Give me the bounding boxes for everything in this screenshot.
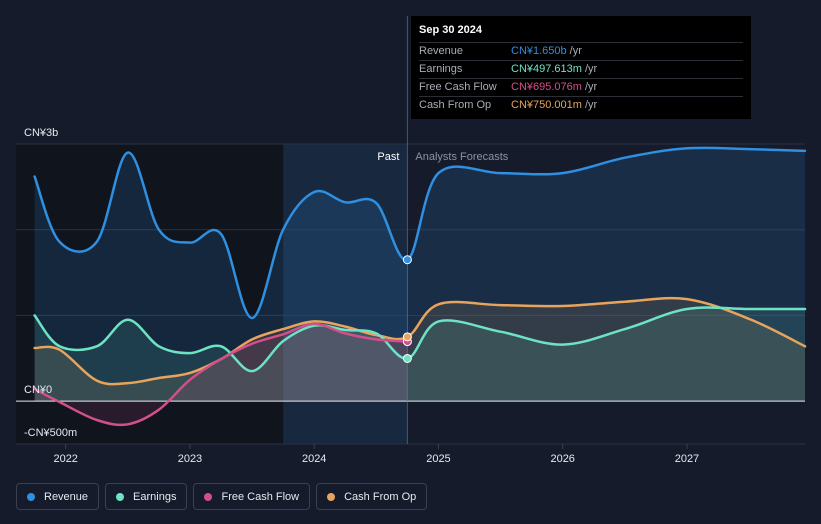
tooltip-row-name: Cash From Op	[419, 99, 492, 111]
x-tick-label: 2024	[302, 453, 326, 465]
x-tick-label: 2027	[675, 453, 699, 465]
legend-item-cash-from-op[interactable]: Cash From Op	[316, 483, 428, 510]
tooltip-row-unit: /yr	[584, 99, 598, 111]
highlight-region-bg	[283, 144, 408, 444]
tooltip-row-value: CN¥695.076m	[511, 81, 582, 93]
legend-label: Earnings	[133, 490, 177, 503]
region-label-forecast: Analysts Forecasts	[415, 151, 508, 163]
tooltip-row-unit: /yr	[569, 45, 582, 57]
legend-label: Cash From Op	[344, 490, 417, 503]
series-line-cash-from-op	[33, 296, 807, 386]
tooltip-row-earnings: Earnings CN¥497.613m /yr	[419, 60, 743, 78]
series-line-free-cash-flow	[33, 322, 409, 427]
series-area-revenue	[34, 147, 806, 402]
series-area-earnings	[34, 307, 806, 402]
tooltip-row-unit: /yr	[584, 81, 598, 93]
tooltip-row-cash-from-op: Cash From Op CN¥750.001m /yr	[419, 96, 743, 114]
x-tick-label: 2023	[178, 453, 202, 465]
legend-dot-icon	[27, 492, 35, 501]
legend: Revenue Earnings Free Cash Flow Cash Fro…	[16, 483, 428, 510]
series-marker-cash-from-op	[402, 332, 412, 342]
tooltip-row-unit: /yr	[584, 63, 598, 75]
y-axis-label-top: CN¥3b	[24, 127, 58, 139]
series-area-cash-from-op	[34, 298, 806, 402]
series-marker-earnings	[402, 353, 412, 363]
tooltip: Sep 30 2024 Revenue CN¥1.650b /yr Earnin…	[411, 16, 751, 119]
legend-dot-icon	[116, 492, 125, 501]
tooltip-row-value: CN¥750.001m	[511, 99, 582, 111]
tooltip-row-name: Free Cash Flow	[419, 81, 497, 93]
legend-dot-icon	[204, 492, 213, 501]
legend-label: Revenue	[44, 490, 89, 503]
tooltip-row-revenue: Revenue CN¥1.650b /yr	[419, 42, 743, 60]
x-tick-label: 2026	[550, 453, 574, 465]
legend-item-earnings[interactable]: Earnings	[105, 483, 188, 510]
y-axis-label-bottom: -CN¥500m	[24, 427, 77, 439]
x-tick-label: 2025	[426, 453, 450, 465]
tooltip-date: Sep 30 2024	[419, 24, 482, 36]
tooltip-row-name: Revenue	[419, 45, 464, 57]
legend-label: Free Cash Flow	[221, 490, 300, 503]
legend-item-revenue[interactable]: Revenue	[16, 483, 100, 510]
tooltip-row-free-cash-flow: Free Cash Flow CN¥695.076m /yr	[419, 78, 743, 96]
tooltip-row-value: CN¥497.613m	[511, 63, 582, 75]
series-marker-revenue	[402, 255, 412, 265]
series-area-free-cash-flow	[34, 323, 408, 425]
legend-item-free-cash-flow[interactable]: Free Cash Flow	[193, 483, 311, 510]
tooltip-row-name: Earnings	[419, 63, 463, 75]
series-line-revenue	[33, 146, 807, 320]
tooltip-row-value: CN¥1.650b	[511, 45, 567, 57]
x-tick-label: 2022	[53, 453, 77, 465]
legend-dot-icon	[327, 492, 336, 501]
region-label-past: Past	[377, 151, 399, 163]
y-axis-label-zero: CN¥0	[24, 384, 52, 396]
series-line-earnings	[33, 306, 807, 373]
